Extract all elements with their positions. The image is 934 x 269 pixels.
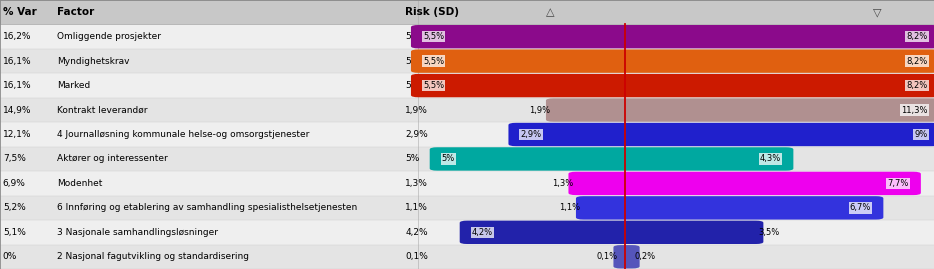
Text: Modenhet: Modenhet: [57, 179, 103, 188]
Text: 1,1%: 1,1%: [559, 203, 581, 212]
Text: Omliggende prosjekter: Omliggende prosjekter: [57, 32, 161, 41]
Text: Factor: Factor: [57, 7, 94, 17]
FancyBboxPatch shape: [0, 122, 934, 147]
Text: 5%: 5%: [405, 154, 419, 164]
FancyBboxPatch shape: [0, 24, 934, 49]
FancyBboxPatch shape: [0, 245, 934, 269]
FancyBboxPatch shape: [0, 0, 934, 24]
Text: 5,1%: 5,1%: [3, 228, 25, 237]
Text: 7,5%: 7,5%: [3, 154, 25, 164]
Text: 2 Nasjonal fagutvikling og standardisering: 2 Nasjonal fagutvikling og standardiseri…: [57, 252, 249, 261]
Text: 5,5%: 5,5%: [423, 81, 445, 90]
Text: Marked: Marked: [57, 81, 91, 90]
FancyBboxPatch shape: [430, 147, 793, 171]
Text: 5,2%: 5,2%: [3, 203, 25, 212]
Text: 2,9%: 2,9%: [405, 130, 428, 139]
Text: 14,9%: 14,9%: [3, 105, 32, 115]
FancyBboxPatch shape: [411, 49, 934, 73]
Text: 5,5%: 5,5%: [405, 32, 428, 41]
FancyBboxPatch shape: [546, 98, 934, 122]
Text: 8,2%: 8,2%: [906, 57, 927, 66]
Text: 1,1%: 1,1%: [405, 203, 428, 212]
Text: 11,3%: 11,3%: [901, 105, 927, 115]
Text: Risk (SD): Risk (SD): [405, 7, 460, 17]
Text: 6,9%: 6,9%: [3, 179, 25, 188]
FancyBboxPatch shape: [0, 171, 934, 196]
Text: ▽: ▽: [872, 7, 881, 17]
FancyBboxPatch shape: [0, 98, 934, 122]
Text: 16,1%: 16,1%: [3, 57, 32, 66]
FancyBboxPatch shape: [460, 221, 763, 244]
FancyBboxPatch shape: [0, 196, 934, 220]
FancyBboxPatch shape: [0, 220, 934, 245]
FancyBboxPatch shape: [411, 25, 934, 48]
Text: 0,2%: 0,2%: [635, 252, 656, 261]
Text: Myndighetskrav: Myndighetskrav: [57, 57, 130, 66]
Text: 2,9%: 2,9%: [520, 130, 542, 139]
FancyBboxPatch shape: [569, 172, 921, 195]
Text: 5,5%: 5,5%: [405, 57, 428, 66]
FancyBboxPatch shape: [614, 245, 640, 268]
Text: 6,7%: 6,7%: [850, 203, 871, 212]
Text: 4,3%: 4,3%: [760, 154, 781, 164]
Text: % Var: % Var: [3, 7, 36, 17]
Text: 6 Innføring og etablering av samhandling spesialisthelsetjenesten: 6 Innføring og etablering av samhandling…: [57, 203, 357, 212]
Text: 0,1%: 0,1%: [405, 252, 428, 261]
Text: 5,5%: 5,5%: [405, 81, 428, 90]
Text: 12,1%: 12,1%: [3, 130, 32, 139]
FancyBboxPatch shape: [0, 49, 934, 73]
Text: 8,2%: 8,2%: [906, 81, 927, 90]
Text: 1,9%: 1,9%: [405, 105, 428, 115]
Text: 1,9%: 1,9%: [530, 105, 551, 115]
Text: 5,5%: 5,5%: [423, 32, 445, 41]
Text: 9%: 9%: [914, 130, 927, 139]
Text: 4,2%: 4,2%: [405, 228, 428, 237]
Text: 0%: 0%: [3, 252, 17, 261]
FancyBboxPatch shape: [411, 74, 934, 97]
Text: 16,2%: 16,2%: [3, 32, 32, 41]
Text: 8,2%: 8,2%: [906, 32, 927, 41]
FancyBboxPatch shape: [576, 196, 884, 220]
Text: △: △: [545, 7, 554, 17]
Text: 1,3%: 1,3%: [552, 179, 573, 188]
Text: Kontrakt leverandør: Kontrakt leverandør: [57, 105, 148, 115]
FancyBboxPatch shape: [0, 73, 934, 98]
Text: 1,3%: 1,3%: [405, 179, 428, 188]
Text: 16,1%: 16,1%: [3, 81, 32, 90]
Text: 3,5%: 3,5%: [758, 228, 780, 237]
FancyBboxPatch shape: [0, 147, 934, 171]
Text: 0,1%: 0,1%: [597, 252, 618, 261]
Text: 5%: 5%: [442, 154, 455, 164]
Text: 3 Nasjonale samhandlingsløsninger: 3 Nasjonale samhandlingsløsninger: [57, 228, 218, 237]
Text: 4 Journalløsning kommunale helse-og omsorgstjenester: 4 Journalløsning kommunale helse-og omso…: [57, 130, 309, 139]
Text: 7,7%: 7,7%: [887, 179, 909, 188]
FancyBboxPatch shape: [508, 123, 934, 146]
Text: 4,2%: 4,2%: [472, 228, 493, 237]
Text: Aktører og interessenter: Aktører og interessenter: [57, 154, 168, 164]
Text: 5,5%: 5,5%: [423, 57, 445, 66]
